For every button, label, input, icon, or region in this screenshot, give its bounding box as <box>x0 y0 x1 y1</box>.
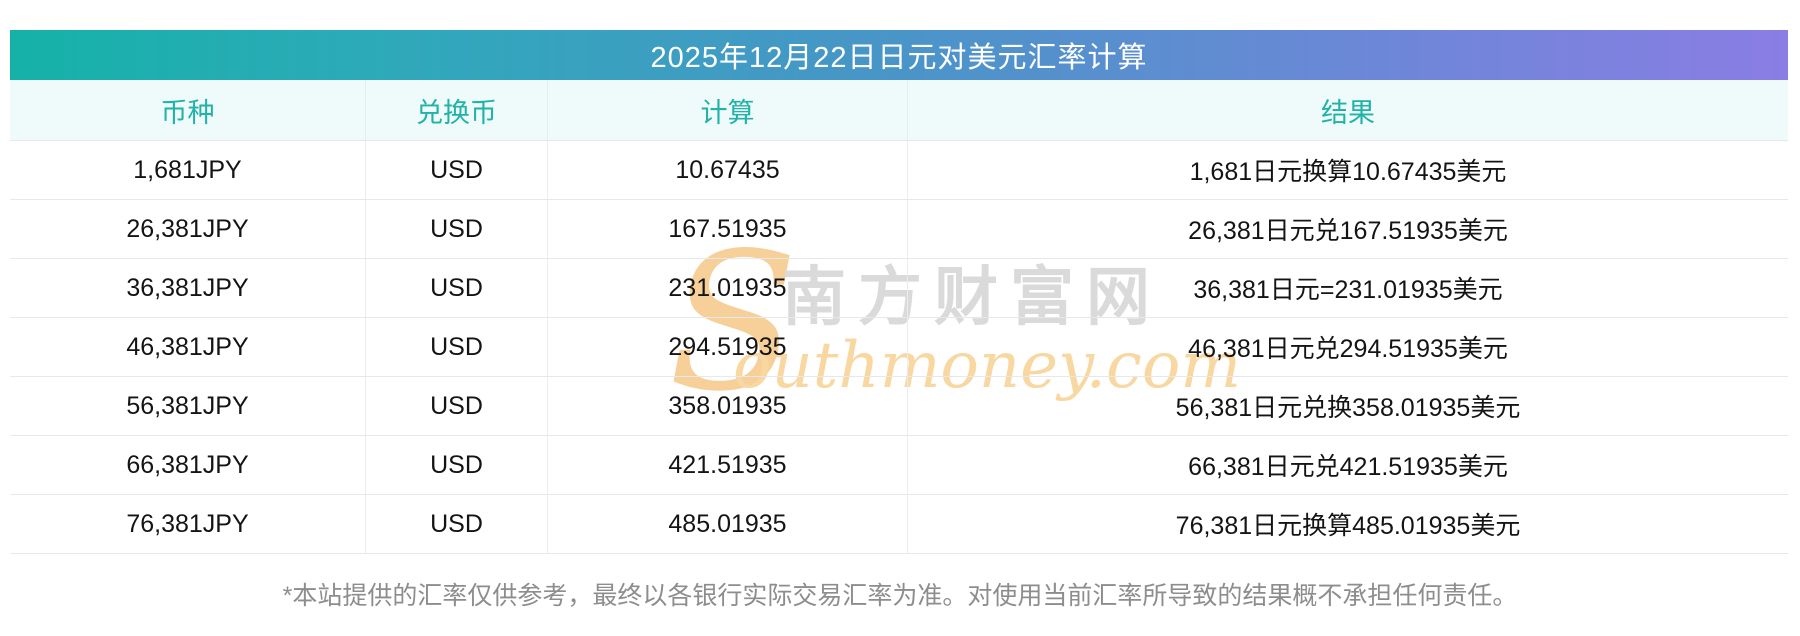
table-cell: 421.51935 <box>547 436 907 494</box>
column-header: 兑换币 <box>365 80 547 140</box>
table-row: 26,381JPY USD 167.51935 26,381日元兑167.51935美… <box>10 200 1788 259</box>
table-row: 36,381JPY USD 231.01935 36,381日元=231.01935美… <box>10 259 1788 318</box>
table-cell: 231.01935 <box>547 259 907 317</box>
table-cell: USD <box>365 436 547 494</box>
table-cell: USD <box>365 200 547 258</box>
table-row: 56,381JPY USD 358.01935 56,381日元兑换358.01935… <box>10 377 1788 436</box>
table-cell: 1,681JPY <box>133 155 242 184</box>
table-cell: 26,381JPY <box>126 214 249 243</box>
table-row: 46,381JPY USD 294.51935 46,381日元兑294.51935美… <box>10 318 1788 377</box>
table-cell: 485.01935 <box>547 495 907 553</box>
table-row: 1,681JPY USD 10.67435 1,681日元换算10.67435美元 <box>10 141 1788 200</box>
table-cell: USD <box>365 318 547 376</box>
table-row: 66,381JPY USD 421.51935 66,381日元兑421.51935美… <box>10 436 1788 495</box>
column-header: 币种 <box>160 97 215 128</box>
column-header: 计算 <box>547 80 907 140</box>
table-cell: 56,381JPY <box>126 391 249 420</box>
table-cell: USD <box>365 495 547 553</box>
table-cell: 26,381日元兑167.51935美元 <box>907 200 1788 258</box>
exchange-rate-panel: 2025年12月22日日元对美元汇率计算 币种 兑换币 计算 结果 1,681JPY U… <box>10 30 1788 554</box>
table-cell: 66,381JPY <box>126 450 249 479</box>
table-cell: USD <box>365 377 547 435</box>
table-cell: USD <box>365 141 547 199</box>
exchange-rate-table: 币种 兑换币 计算 结果 1,681JPY USD 10.67435 1,681日元换算10… <box>10 80 1788 554</box>
page-title: 2025年12月22日日元对美元汇率计算 <box>650 42 1148 74</box>
table-cell: 1,681日元换算10.67435美元 <box>907 141 1788 199</box>
table-cell: 46,381JPY <box>126 332 249 361</box>
footer-disclaimer: *本站提供的汇率仅供参考，最终以各银行实际交易汇率为准。对使用当前汇率所导致的结… <box>282 582 1518 610</box>
table-cell: 46,381日元兑294.51935美元 <box>907 318 1788 376</box>
table-row: 76,381JPY USD 485.01935 76,381日元换算485.01935… <box>10 495 1788 554</box>
table-cell: 36,381JPY <box>126 273 249 302</box>
table-cell: 76,381日元换算485.01935美元 <box>907 495 1788 553</box>
column-header: 结果 <box>907 80 1788 140</box>
table-cell: 10.67435 <box>547 141 907 199</box>
table-cell: 66,381日元兑421.51935美元 <box>907 436 1788 494</box>
table-cell: 167.51935 <box>547 200 907 258</box>
table-cell: 294.51935 <box>547 318 907 376</box>
table-header-row: 币种 兑换币 计算 结果 <box>10 80 1788 141</box>
table-cell: 76,381JPY <box>126 509 249 538</box>
title-bar: 2025年12月22日日元对美元汇率计算 <box>10 30 1788 80</box>
table-cell: 358.01935 <box>547 377 907 435</box>
table-cell: 36,381日元=231.01935美元 <box>907 259 1788 317</box>
table-cell: 56,381日元兑换358.01935美元 <box>907 377 1788 435</box>
table-body: 1,681JPY USD 10.67435 1,681日元换算10.67435美元 26… <box>10 141 1788 554</box>
table-cell: USD <box>365 259 547 317</box>
